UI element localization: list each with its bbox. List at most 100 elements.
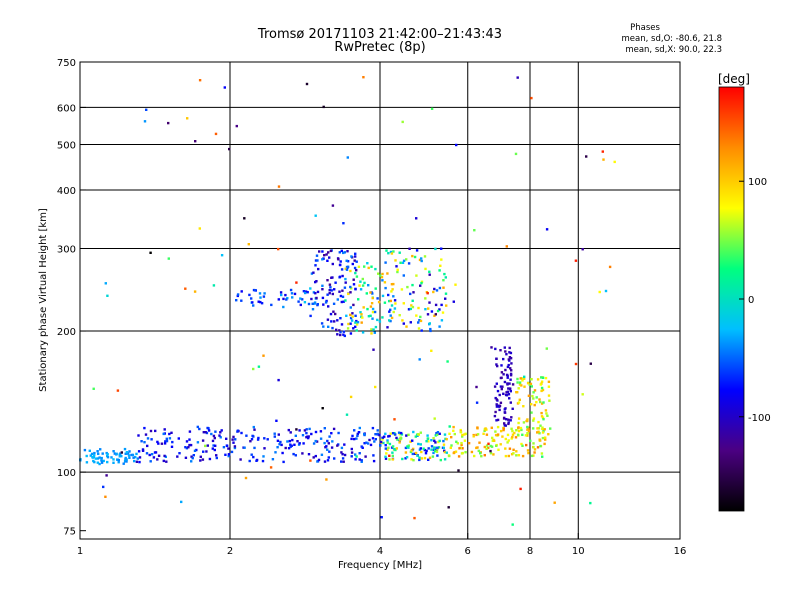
echo-point [340,249,343,253]
echo-point [127,454,131,457]
echo-point [496,364,499,368]
echo-point [393,299,397,302]
echo-point [419,447,422,450]
echo-point [472,435,475,438]
echo-point [340,323,344,326]
echo-point [508,387,512,390]
echo-point [391,454,394,458]
echo-point [516,433,520,436]
echo-point [526,425,529,429]
echo-point [288,439,291,443]
echo-point [370,332,373,335]
echo-point [262,295,266,298]
echo-point [433,447,436,450]
echo-point [547,385,551,388]
echo-point [245,434,248,437]
echo-point [549,427,552,430]
echo-point [165,439,169,443]
echo-point [425,449,428,453]
echo-point [345,259,348,262]
echo-point [136,457,139,460]
echo-point [336,333,339,336]
echo-point [538,438,541,441]
echo-point [440,258,443,261]
echo-point [318,250,321,253]
echo-point [211,447,214,450]
echo-point [526,432,529,435]
echo-point [327,251,330,254]
x-tick-label: 6 [465,546,471,557]
echo-point [307,435,310,438]
echo-point [360,321,363,324]
echo-point [410,304,413,307]
echo-point [314,259,318,262]
echo-point [316,460,319,463]
echo-point [341,295,345,298]
echo-point [117,458,120,462]
echo-point [530,403,533,406]
echo-point [535,396,538,399]
echo-point [511,429,514,433]
echo-point [391,445,395,448]
echo-point [354,321,357,324]
echo-point [501,385,504,388]
echo-point [263,437,266,440]
echo-point [388,434,391,438]
echo-point [322,303,325,306]
echo-point [535,401,538,404]
echo-point [140,440,143,443]
echo-point [485,444,489,447]
echo-point [342,300,345,303]
echo-point [350,319,354,322]
echo-point [156,440,159,444]
echo-point [325,299,328,303]
echo-point [339,317,342,320]
echo-point [401,261,405,264]
echo-point [330,320,333,323]
echo-point [120,455,123,458]
echo-point [352,327,355,330]
echo-point [165,460,168,463]
echo-point [540,411,543,415]
echo-point [500,364,503,367]
echo-point [319,430,323,433]
echo-point [303,429,307,432]
echo-point [505,353,508,356]
echo-point [160,442,164,445]
echo-point [461,447,464,450]
echo-point [215,456,218,460]
echo-point [494,396,497,400]
echo-point [490,426,493,429]
echo-point [381,294,385,298]
echo-point [106,456,110,459]
echo-point [389,299,392,303]
echo-point [331,326,334,330]
echo-point [331,276,334,279]
echo-point [439,458,442,462]
echo-point [423,255,427,258]
echo-point [163,442,167,445]
echo-point [291,438,294,442]
echo-point [482,432,485,435]
echo-point [543,442,546,446]
echo-point [366,262,369,265]
echo-point [388,458,391,461]
echo-point [495,363,498,366]
echo-point [322,105,325,109]
echo-point [415,217,418,220]
echo-point [227,454,230,458]
echo-point [432,451,435,455]
echo-point [507,393,511,396]
echo-point [276,439,280,442]
echo-point [362,76,365,79]
echo-point [354,252,357,255]
echo-point [301,434,305,437]
echo-point [380,276,384,279]
echo-point [106,294,109,297]
echo-point [402,274,405,277]
echo-point [122,462,125,465]
echo-point [521,444,524,447]
echo-point [137,450,141,453]
echo-point [321,407,324,410]
echo-point [381,272,384,276]
